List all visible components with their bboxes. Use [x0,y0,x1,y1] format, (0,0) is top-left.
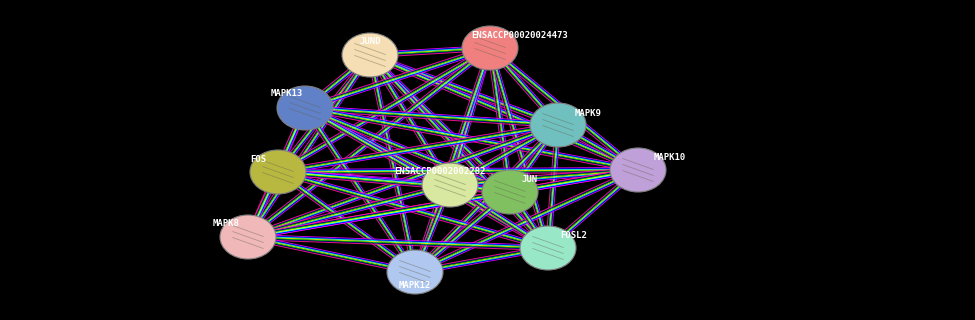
Ellipse shape [530,103,586,147]
Text: ENSACCP00020024473: ENSACCP00020024473 [472,30,568,39]
Text: MAPK12: MAPK12 [399,282,431,291]
Text: MAPK8: MAPK8 [213,220,240,228]
Text: FOSL2: FOSL2 [561,230,587,239]
Text: ENSACCP0002002282: ENSACCP0002002282 [394,166,486,175]
Ellipse shape [277,86,333,130]
Ellipse shape [520,226,576,270]
Ellipse shape [462,26,518,70]
Ellipse shape [610,148,666,192]
Ellipse shape [482,170,538,214]
Ellipse shape [422,163,478,207]
Text: JUN: JUN [522,175,538,185]
Ellipse shape [342,33,398,77]
Text: JUND: JUND [359,36,381,45]
Ellipse shape [220,215,276,259]
Text: MAPK10: MAPK10 [654,154,686,163]
Text: MAPK9: MAPK9 [574,108,602,117]
Ellipse shape [250,150,306,194]
Text: FOS: FOS [250,155,266,164]
Ellipse shape [387,250,443,294]
Text: MAPK13: MAPK13 [271,90,303,99]
